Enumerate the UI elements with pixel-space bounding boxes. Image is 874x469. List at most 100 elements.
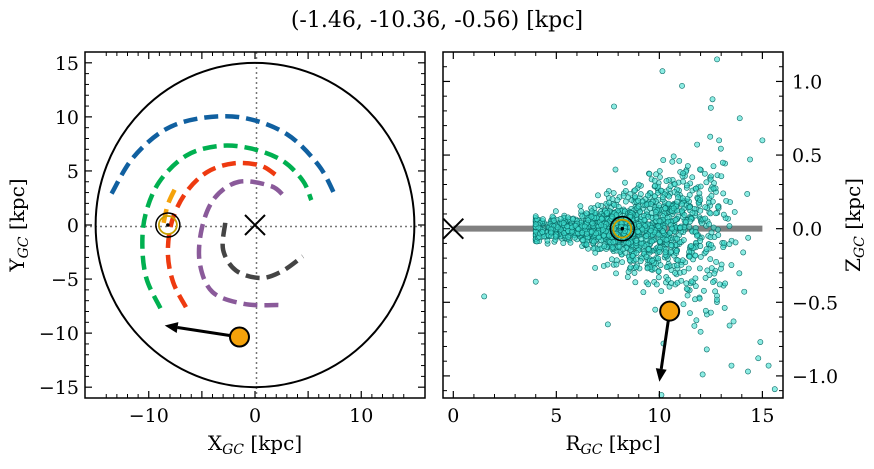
rz-star-point <box>740 249 747 256</box>
rz-star-point <box>660 157 667 163</box>
rz-star-point <box>707 210 714 217</box>
rz-star-point <box>648 201 654 207</box>
xy-plot-area <box>85 52 425 398</box>
rz-star-point <box>708 192 715 199</box>
rz-star-point <box>595 192 601 199</box>
rz-ylabel: ZGC [kpc] <box>841 178 868 272</box>
rz-star-point <box>645 281 652 288</box>
rz-star-point <box>652 306 659 313</box>
rz-star-point <box>716 281 723 288</box>
rz-star-point <box>636 223 643 229</box>
rz-star-point <box>726 241 733 248</box>
rz-star-point <box>683 285 690 292</box>
rz-star-point <box>736 270 743 277</box>
rz-star-point <box>569 216 576 223</box>
rz-star-point <box>697 237 704 244</box>
rz-star-point <box>689 174 696 181</box>
rz-star-point <box>710 279 716 286</box>
arm-red-arm <box>165 160 278 309</box>
rz-star-point <box>622 179 628 186</box>
rz-star-point <box>600 232 607 239</box>
rz-star-point <box>728 362 735 369</box>
rz-star-point <box>670 205 677 212</box>
rz-star-point <box>697 254 704 260</box>
rz-star-point <box>580 237 587 244</box>
rz-star-point <box>612 166 619 173</box>
rz-star-point <box>658 187 665 194</box>
rz-star-point <box>715 203 721 210</box>
rz-star-point <box>709 96 716 103</box>
xy-ylabel: YGC [kpc] <box>5 178 32 272</box>
rz-star-point <box>569 228 575 235</box>
rz-star-point <box>722 280 729 287</box>
rz-star-point <box>702 275 709 281</box>
rz-star-point <box>659 194 666 201</box>
rz-star-point <box>595 234 602 241</box>
rz-star-point <box>692 283 699 290</box>
rz-star-point <box>672 269 678 276</box>
rz-star-point <box>702 307 709 314</box>
rz-star-point <box>771 386 778 393</box>
rz-star-point <box>632 279 639 286</box>
rz-star-point <box>674 235 681 242</box>
rz-star-point <box>619 259 626 266</box>
rz-star-point <box>688 243 695 249</box>
rz-star-point <box>652 209 659 215</box>
rz-xtick-label: 0 <box>447 405 459 427</box>
rz-star-point <box>710 163 717 170</box>
rz-star-point <box>645 246 652 253</box>
rz-star-point <box>578 208 585 215</box>
rz-star-point <box>692 275 699 282</box>
xy-ytick-label: 0 <box>67 215 79 237</box>
rz-star-point <box>652 182 658 189</box>
rz-star-point <box>651 177 658 184</box>
rz-star-point <box>560 219 567 226</box>
rz-star-point <box>571 234 578 241</box>
rz-star-point <box>721 240 727 246</box>
rz-scatter <box>481 56 778 398</box>
rz-star-point <box>539 216 546 223</box>
rz-star-point <box>707 104 714 111</box>
figure-title: (-1.46, -10.36, -0.56) [kpc] <box>291 8 583 33</box>
rz-star-point <box>710 224 717 231</box>
rz-star-point <box>583 241 590 248</box>
rz-star-point <box>765 362 772 369</box>
rz-star-point <box>606 199 613 206</box>
rz-star-point <box>679 82 685 89</box>
rz-star-point <box>662 249 669 256</box>
rz-star-point <box>646 170 653 177</box>
rz-star-point <box>608 256 615 263</box>
rz-ticks: 0 5 10 15 1.0 0.5 0.0 −0.5 −1.0 <box>443 52 838 427</box>
rz-star-point <box>703 179 710 186</box>
rz-star-point <box>714 56 720 63</box>
rz-star-point <box>720 190 727 197</box>
rz-star-point <box>589 220 596 227</box>
rz-star-point <box>583 230 590 237</box>
rz-star-point <box>532 221 539 228</box>
xy-galactic-center-marker <box>244 214 266 236</box>
rz-star-point <box>649 257 656 264</box>
xy-ticks: −10 0 10 −15 −10 −5 0 5 10 15 <box>39 52 425 427</box>
rz-star-point <box>707 176 714 183</box>
rz-star-point <box>669 225 675 232</box>
rz-star-point <box>668 242 675 249</box>
rz-star-point <box>604 261 611 268</box>
rz-star-point <box>665 276 672 283</box>
rz-star-point <box>692 185 699 192</box>
sun-inner-ring <box>612 218 633 239</box>
xy-ytick-label: −5 <box>51 269 79 291</box>
rz-star-point <box>699 371 706 378</box>
rz-star-point <box>599 226 606 233</box>
rz-star-point <box>686 223 693 230</box>
rz-star-point <box>697 207 704 214</box>
rz-star-point <box>689 209 696 216</box>
rz-star-point <box>636 208 643 215</box>
rz-star-point <box>701 287 707 294</box>
rz-star-point <box>662 205 669 212</box>
rz-star-point <box>697 328 704 335</box>
rz-star-point <box>673 248 680 254</box>
rz-star-point <box>481 293 488 300</box>
sun-dot <box>620 226 625 231</box>
sun-outer-ring <box>155 212 181 238</box>
rz-star-point <box>692 252 699 259</box>
